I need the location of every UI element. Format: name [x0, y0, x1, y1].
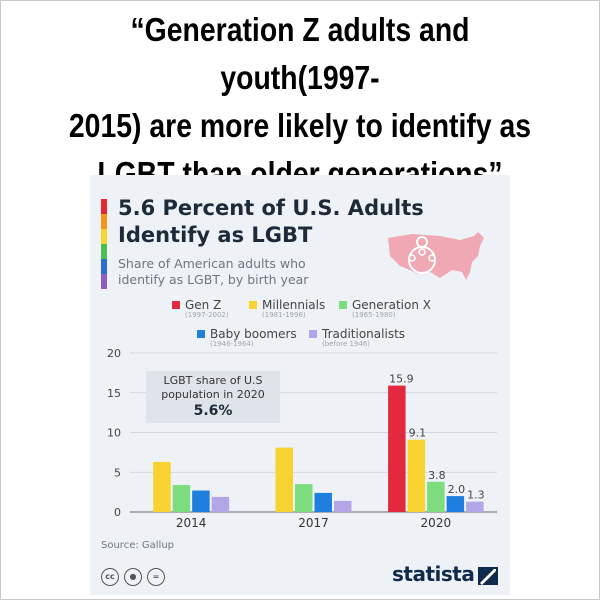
legend-range: (1965-1980) — [352, 311, 396, 319]
headline-line-2: 2015) are more likely to identify as — [68, 107, 532, 144]
rainbow-stripe-1 — [101, 214, 107, 229]
callout-value: 5.6% — [193, 403, 233, 419]
headline-line-1: “Generation Z adults and youth(1997- — [130, 11, 470, 96]
rainbow-stripe-5 — [101, 274, 107, 289]
data-label: 2.0 — [448, 483, 466, 496]
by-icon: ● — [124, 568, 142, 586]
x-tick-label: 2017 — [298, 516, 329, 530]
data-label: 9.1 — [409, 427, 427, 440]
bar-baby-boomers-2014 — [192, 490, 210, 512]
legend-range: (1997-2002) — [185, 311, 229, 319]
cc-icon: cc — [101, 568, 119, 586]
bar-baby-boomers-2017 — [314, 492, 332, 512]
data-label: 1.3 — [467, 489, 485, 502]
us-map-people-icon — [388, 232, 484, 280]
legend-range: (before 1946) — [322, 340, 371, 348]
bar-traditionalists-2020 — [466, 501, 484, 512]
bar-gen-z-2020 — [388, 385, 406, 512]
legend-swatch-baby-boomers — [197, 330, 205, 338]
bar-generation-x-2017 — [295, 484, 313, 512]
legend-item-gen-z: Gen Z (1997-2002) — [172, 298, 229, 319]
bar-generation-x-2014 — [172, 484, 191, 512]
rainbow-stripe-2 — [101, 229, 107, 244]
y-tick-label: 20 — [107, 347, 121, 360]
chart-title-line-2: Identify as LGBT — [118, 223, 313, 247]
legend-label: Traditionalists — [322, 327, 406, 341]
legend-range: (1946-1964) — [210, 340, 254, 348]
legend-swatch-generation-x — [339, 301, 347, 309]
nd-icon: = — [147, 568, 165, 586]
rainbow-flag-bar — [101, 199, 107, 289]
bar-baby-boomers-2020 — [446, 496, 465, 512]
legend-item-traditionalists: Traditionalists (before 1946) — [309, 327, 405, 348]
bar-millennials-2017 — [275, 447, 293, 512]
y-tick-label: 15 — [107, 387, 121, 400]
callout-line-2: population in 2020 — [161, 388, 265, 401]
bar-traditionalists-2014 — [211, 496, 230, 512]
callout-box: LGBT share of U.S population in 2020 5.6… — [146, 371, 280, 423]
legend-label: Gen Z — [185, 298, 222, 312]
legend-swatch-traditionalists — [309, 330, 317, 338]
legend-item-generation-x: Generation X (1965-1980) — [339, 298, 431, 319]
rainbow-stripe-3 — [101, 244, 107, 259]
bar-millennials-2014 — [153, 461, 171, 512]
legend-swatch-gen-z — [172, 301, 180, 309]
legend-range: (1981-1996) — [262, 311, 306, 319]
legend-item-baby-boomers: Baby boomers (1946-1964) — [197, 327, 297, 348]
legend-swatch-millennials — [249, 301, 257, 309]
rainbow-stripe-4 — [101, 259, 107, 274]
bar-generation-x-2020 — [427, 481, 445, 512]
chart-title-line-1: 5.6 Percent of U.S. Adults — [118, 196, 424, 220]
callout-line-1: LGBT share of U.S — [163, 374, 263, 387]
data-label: 3.8 — [428, 469, 446, 482]
y-tick-label: 0 — [114, 506, 121, 519]
legend-item-millennials: Millennials (1981-1996) — [249, 298, 325, 319]
x-tick-label: 2014 — [176, 516, 207, 530]
rainbow-stripe-0 — [101, 199, 107, 214]
data-label: 15.9 — [389, 373, 414, 386]
x-tick-label: 2020 — [421, 516, 452, 530]
chart-subtitle: Share of American adults who identify as… — [118, 256, 309, 287]
source-note: Source: Gallup — [101, 540, 175, 551]
bar-traditionalists-2017 — [334, 500, 352, 512]
bar-millennials-2020 — [407, 439, 426, 512]
callout-text: LGBT share of U.S population in 2020 — [146, 374, 280, 402]
legend-label: Generation X — [352, 298, 431, 312]
y-tick-label: 5 — [114, 466, 121, 479]
statista-logo-mark — [478, 567, 498, 585]
chart-title: 5.6 Percent of U.S. Adults Identify as L… — [118, 195, 424, 249]
statista-logo: statista — [392, 562, 475, 586]
legend-label: Baby boomers — [210, 327, 297, 341]
y-tick-label: 10 — [107, 427, 121, 440]
legend-label: Millennials — [262, 298, 326, 312]
